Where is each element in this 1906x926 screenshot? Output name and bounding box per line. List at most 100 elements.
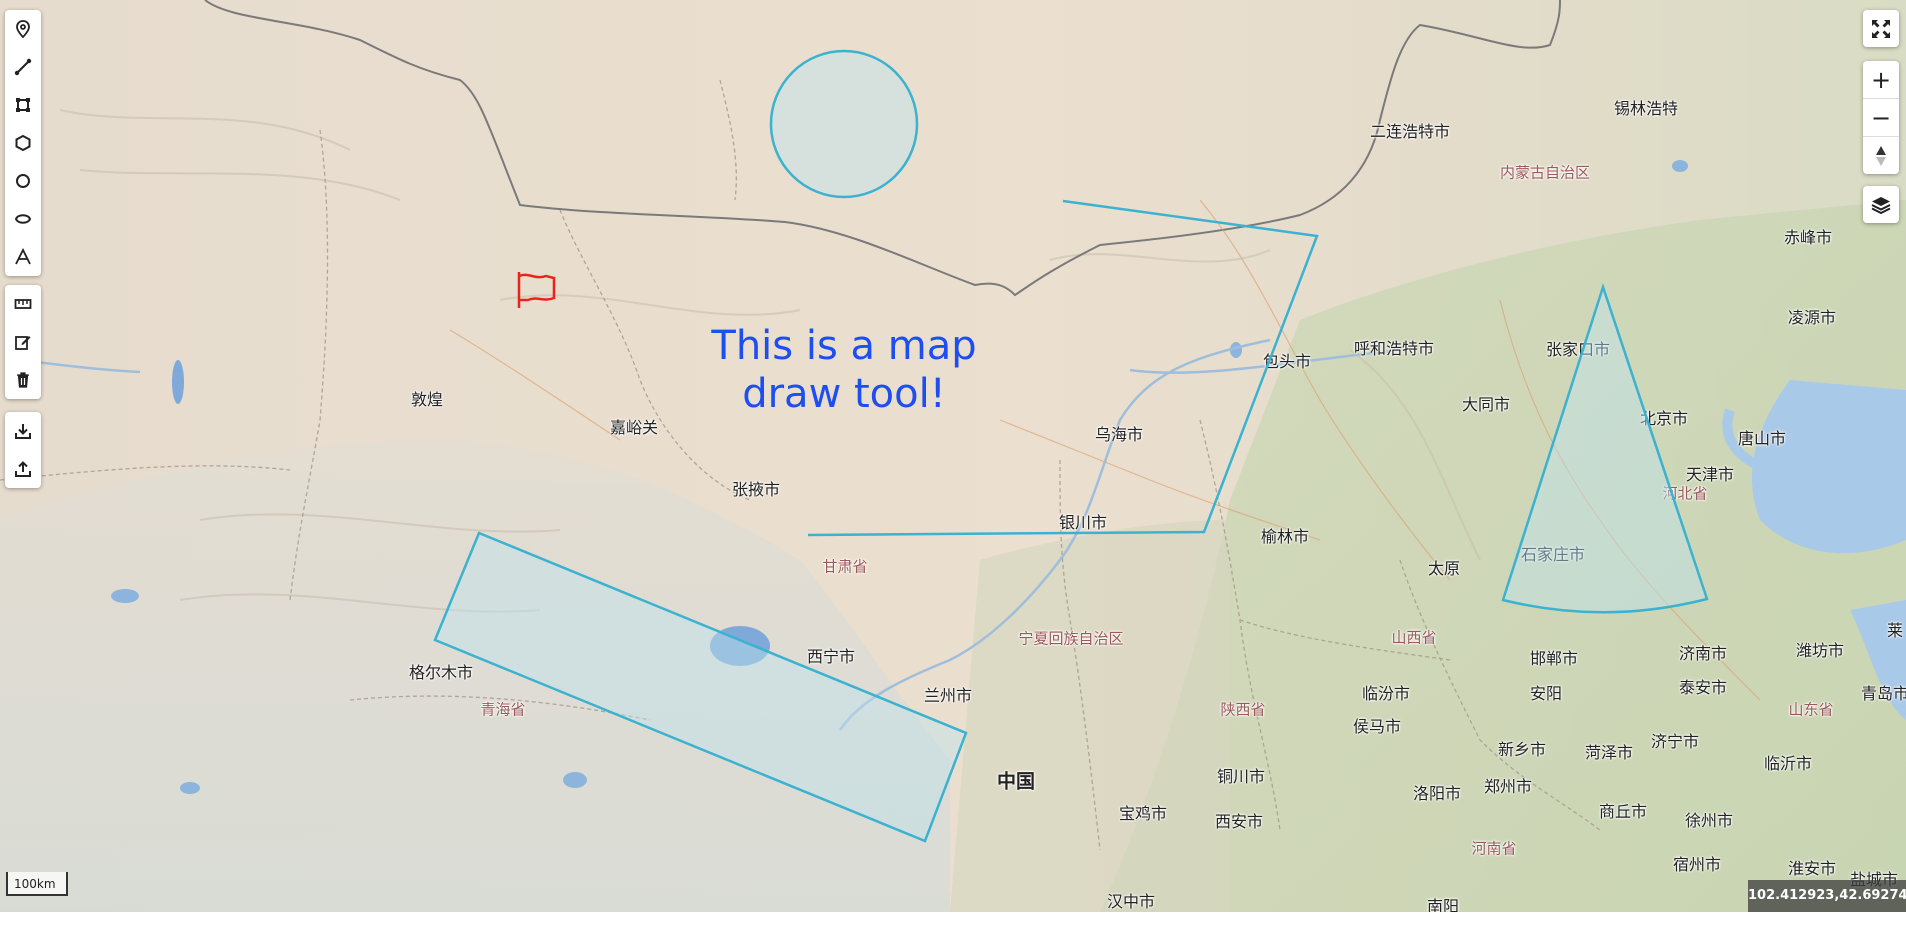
drawn-polyline[interactable] [807,199,1319,537]
place-label-qinghai: 青海省 [480,700,526,719]
compass-icon [1876,145,1886,166]
zoom-control: + − [1863,61,1899,174]
fullscreen-button[interactable] [1863,10,1899,47]
place-label-yinchuan: 银川市 [1058,513,1108,532]
annotation-line-2: draw tool! [742,371,946,417]
edit-button[interactable] [5,323,41,361]
place-label-datong: 大同市 [1461,395,1511,414]
place-label-tianjin: 天津市 [1685,465,1735,484]
zoom-out-button[interactable]: − [1863,98,1899,136]
marker-icon [16,20,30,38]
text-icon [15,248,31,265]
edit-icon [15,336,31,350]
annotation-line-1: This is a map [711,323,977,369]
place-label-yulin: 榆林市 [1260,527,1310,546]
edit-toolbar [5,285,41,399]
place-label-shijiazhuang: 石家庄市 [1520,545,1586,564]
flag-icon[interactable] [517,272,556,308]
place-label-hohhot: 呼和浩特市 [1353,339,1435,358]
place-label-shanxi: 山西省 [1391,628,1437,647]
place-label-huaian: 淮安市 [1787,859,1837,878]
place-label-xilinhot: 锡林浩特 [1613,99,1679,118]
place-label-linyi: 临沂市 [1763,754,1813,773]
export-button[interactable] [5,450,41,488]
place-label-qingdao: 青岛市 [1860,684,1906,703]
place-label-handan: 邯郸市 [1529,649,1579,668]
draw-ellipse-button[interactable] [5,200,41,238]
place-label-jinan: 济南市 [1678,644,1728,663]
polygon-icon [15,134,31,152]
delete-button[interactable] [5,361,41,399]
place-label-chifeng: 赤峰市 [1783,228,1833,247]
draw-circle-button[interactable] [5,162,41,200]
place-label-tongchuan: 铜川市 [1216,767,1266,786]
place-label-henan: 河南省 [1471,839,1517,858]
ellipse-icon [14,214,32,224]
layers-control [1863,186,1899,223]
place-label-jining: 济宁市 [1650,732,1700,751]
draw-polyline-button[interactable] [5,48,41,86]
draw-toolbar [5,10,41,276]
place-label-anyang: 安阳 [1529,684,1563,703]
place-label-luoyang: 洛阳市 [1412,784,1462,803]
zoom-in-button[interactable]: + [1870,65,1892,94]
place-label-shangqiu: 商丘市 [1598,802,1648,821]
place-label-weifang: 潍坊市 [1795,641,1845,660]
place-label-gansu: 甘肃省 [822,557,868,576]
import-icon [15,424,31,439]
drawn-circle[interactable] [769,49,919,199]
place-label-nanyang: 南阳 [1426,897,1460,912]
scale-bar: 100km [6,872,68,896]
ruler-icon [14,299,32,309]
map-annotation-text[interactable]: This is a map draw tool! [711,322,976,418]
draw-marker-button[interactable] [5,10,41,48]
compass-button[interactable] [1863,136,1899,174]
draw-rectangle-button[interactable] [5,86,41,124]
place-label-xining: 西宁市 [806,647,856,666]
place-label-beijing: 北京市 [1639,409,1689,428]
place-label-zhongguo: 中国 [996,770,1036,793]
export-icon [15,461,31,477]
place-label-taian: 泰安市 [1678,678,1728,697]
import-button[interactable] [5,412,41,450]
place-label-xuzhou: 徐州市 [1684,811,1734,830]
place-label-baoji: 宝鸡市 [1118,804,1168,823]
place-label-golmud: 格尔木市 [408,663,474,682]
place-label-shandong: 山东省 [1788,700,1834,719]
draw-polygon-button[interactable] [5,124,41,162]
circle-icon [16,174,30,188]
drawn-sector[interactable] [1501,282,1709,614]
place-label-zhangye: 张掖市 [731,480,781,499]
place-label-lai: 莱 [1886,621,1904,640]
place-label-zhangjiakou: 张家口市 [1545,340,1611,359]
place-label-suzhou: 宿州市 [1672,855,1722,874]
place-label-jiayuguan: 嘉峪关 [609,418,659,437]
place-label-taiyuan: 太原 [1427,559,1461,578]
measure-button[interactable] [5,285,41,323]
place-label-xinxiang: 新乡市 [1497,740,1547,759]
place-label-baotou: 包头市 [1262,352,1312,371]
draw-text-button[interactable] [5,238,41,276]
place-label-xian: 西安市 [1214,812,1264,831]
place-label-zhengzhou: 郑州市 [1483,777,1533,796]
place-label-shaanxi: 陕西省 [1220,700,1266,719]
coordinate-readout: 102.412923,42.692740 [1748,880,1906,912]
place-label-lingyuan: 凌源市 [1787,308,1837,327]
place-label-dunhuang: 敦煌 [410,390,444,409]
place-label-erlian: 二连浩特市 [1369,122,1451,141]
import-export-toolbar [5,412,41,488]
trash-icon [17,372,29,388]
fullscreen-icon [1872,19,1890,38]
polyline-icon [14,58,32,76]
rectangle-icon [16,98,30,112]
layers-icon [1871,196,1891,214]
place-label-neimenggu: 内蒙古自治区 [1499,163,1591,182]
place-label-heze: 菏泽市 [1584,743,1634,762]
drawn-rectangle[interactable] [433,531,968,843]
place-label-lanzhou: 兰州市 [923,686,973,705]
layers-button[interactable] [1863,186,1899,223]
place-label-tangshan: 唐山市 [1737,429,1787,448]
